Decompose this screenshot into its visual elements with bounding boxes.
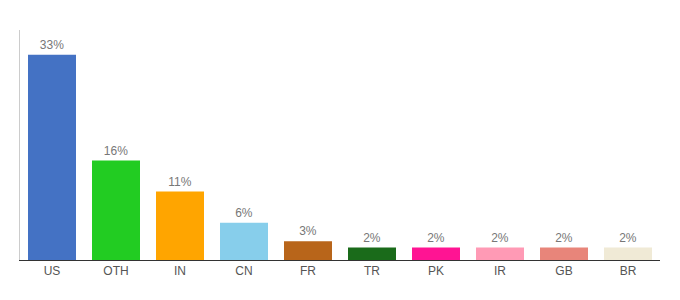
svg-text:IR: IR: [494, 264, 506, 278]
svg-text:FR: FR: [300, 264, 316, 278]
svg-text:CN: CN: [235, 264, 252, 278]
svg-text:BR: BR: [620, 264, 637, 278]
svg-text:TR: TR: [364, 264, 380, 278]
svg-text:6%: 6%: [235, 206, 253, 220]
svg-text:OTH: OTH: [103, 264, 128, 278]
svg-text:2%: 2%: [491, 231, 509, 245]
svg-text:3%: 3%: [299, 224, 317, 238]
svg-text:16%: 16%: [104, 144, 128, 158]
svg-text:GB: GB: [555, 264, 572, 278]
svg-text:US: US: [44, 264, 61, 278]
svg-text:2%: 2%: [363, 231, 381, 245]
svg-text:2%: 2%: [427, 231, 445, 245]
svg-text:33%: 33%: [40, 38, 64, 52]
svg-text:PK: PK: [428, 264, 444, 278]
svg-text:2%: 2%: [619, 231, 637, 245]
svg-text:11%: 11%: [168, 175, 191, 189]
svg-text:2%: 2%: [555, 231, 573, 245]
svg-text:IN: IN: [174, 264, 186, 278]
